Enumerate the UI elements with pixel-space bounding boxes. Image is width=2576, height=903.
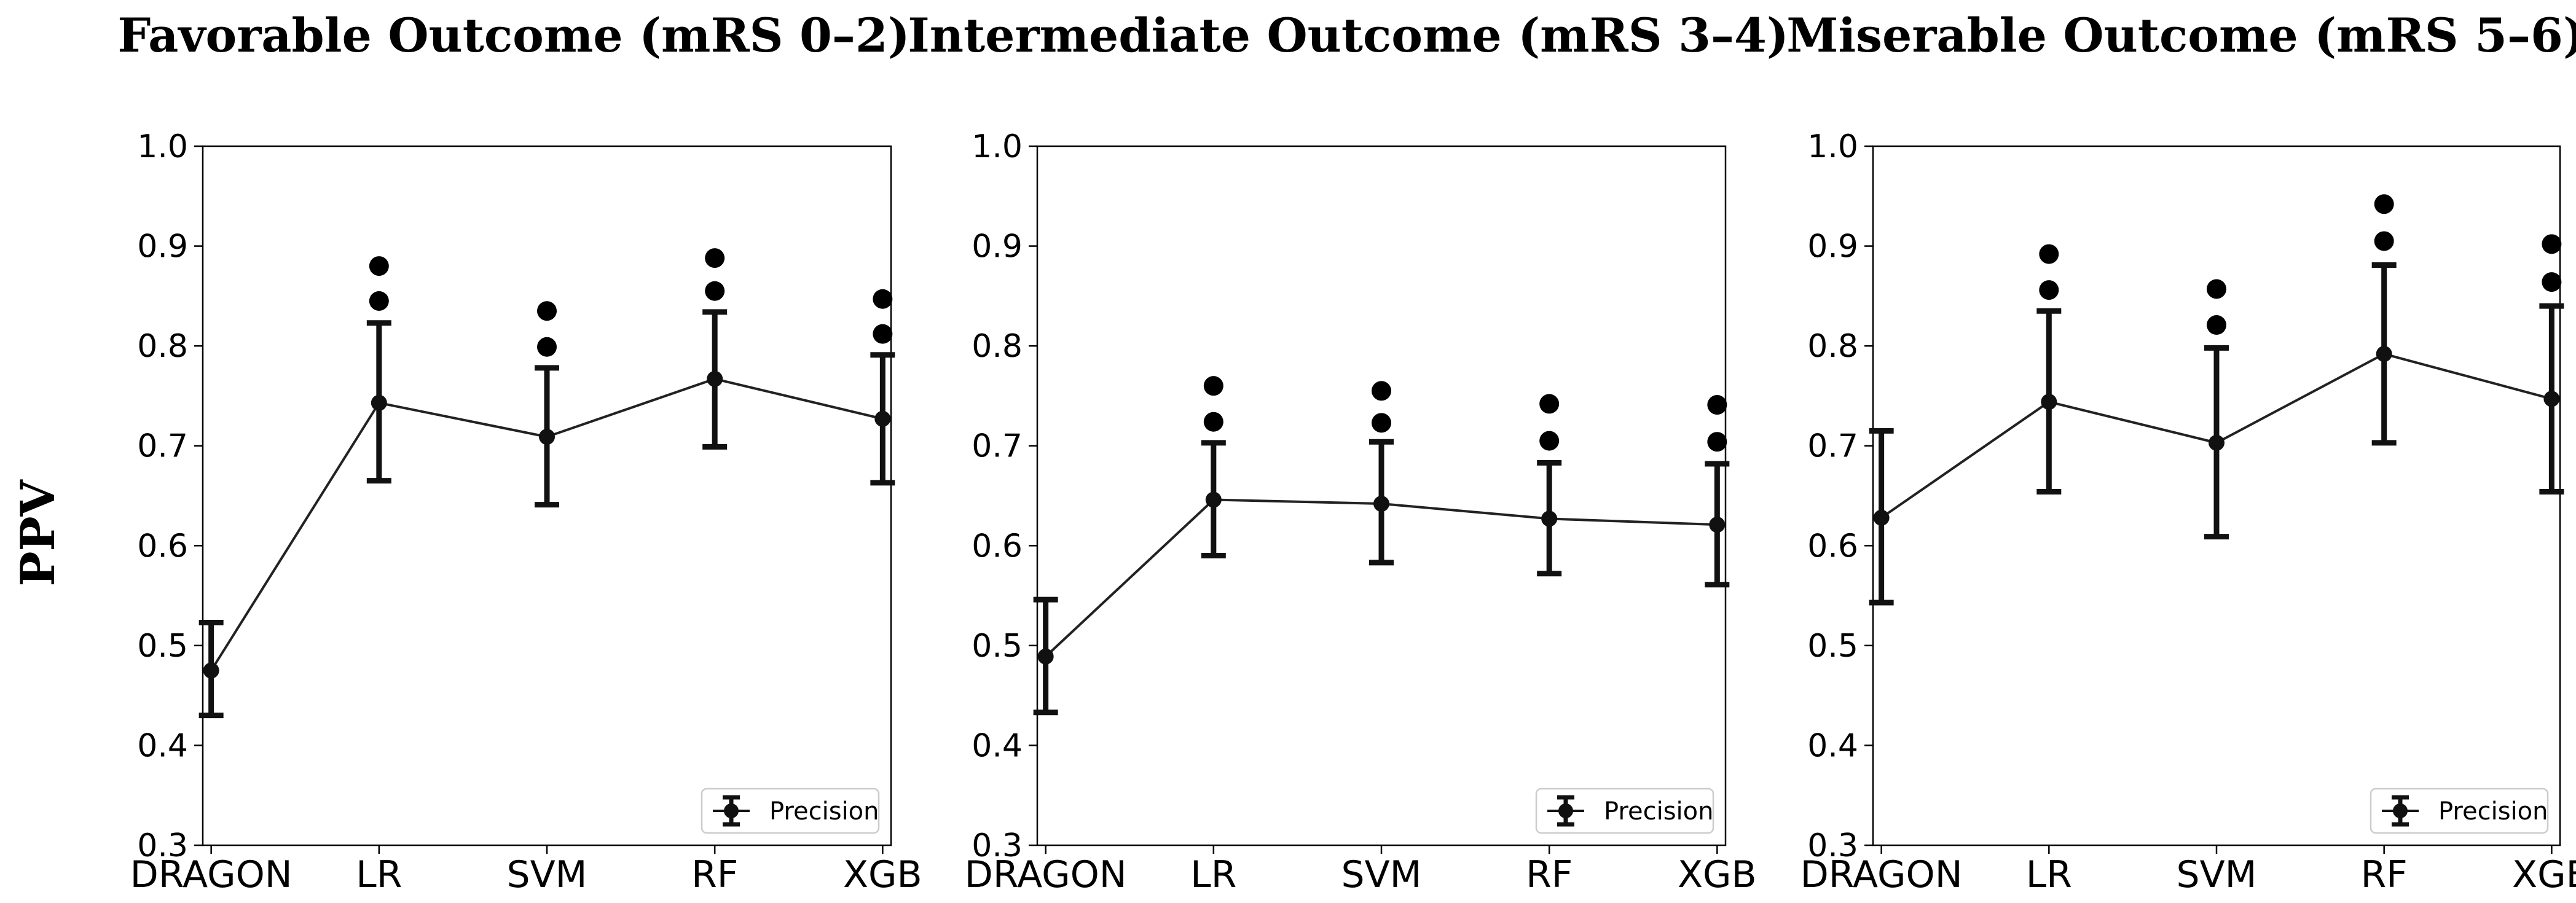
y-tick-label: 1.0 [1807, 128, 1858, 165]
x-tick-label: DRAGON [130, 853, 293, 896]
data-point [2543, 391, 2560, 407]
y-tick-label: 0.3 [1807, 827, 1858, 864]
outlier-point [873, 324, 893, 344]
chart-title: Intermediate Outcome (mRS 3–4) [908, 8, 1789, 63]
data-point [1873, 509, 1890, 526]
data-point [203, 662, 219, 679]
chart-panel-1: Favorable Outcome (mRS 0–2) 0.3 0.4 0.5 0.6 0… [117, 8, 922, 896]
outlier-point [1707, 395, 1727, 415]
outlier-point [537, 301, 557, 321]
legend-marker [2393, 803, 2408, 818]
outlier-point [1539, 394, 1560, 414]
data-point [2376, 346, 2392, 362]
outlier-point [1707, 432, 1727, 452]
data-point [2209, 434, 2225, 451]
y-tick-label: 0.8 [1807, 328, 1858, 365]
x-tick-label: SVM [2177, 853, 2257, 896]
y-tick-label: 0.5 [1807, 628, 1858, 665]
legend-marker [1558, 803, 1573, 818]
outlier-point [2039, 244, 2059, 264]
legend: Precision [701, 788, 880, 834]
y-tick-label: 0.6 [972, 528, 1023, 565]
y-axis-label: PPV [10, 479, 65, 586]
outlier-point [1539, 431, 1560, 451]
y-tick-label: 0.6 [137, 528, 188, 565]
outlier-point [705, 248, 725, 268]
outlier-point [705, 281, 725, 301]
outlier-point [2374, 194, 2394, 214]
y-tick-label: 0.8 [137, 328, 188, 365]
y-tick-label: 1.0 [137, 128, 188, 165]
data-point [707, 370, 723, 387]
x-tick-label: LR [2026, 853, 2072, 896]
x-tick-label: RF [691, 853, 738, 896]
legend-box [1535, 788, 1714, 834]
legend-label: Precision [1604, 797, 1713, 826]
data-point [1541, 510, 1558, 527]
y-tick-label: 0.4 [137, 727, 188, 764]
outlier-point [2207, 279, 2226, 299]
y-tick-label: 0.5 [137, 628, 188, 665]
outlier-point [2039, 280, 2059, 300]
outlier-point [873, 289, 893, 309]
y-tick-label: 0.7 [137, 428, 188, 465]
x-tick-label: XGB [1678, 853, 1757, 896]
outlier-point [2374, 231, 2394, 251]
chart-title: Miserable Outcome (mRS 5–6) [1786, 8, 2576, 63]
outlier-point [2542, 272, 2562, 292]
x-tick-label: RF [2361, 853, 2408, 896]
outlier-point [2207, 315, 2226, 335]
data-point [2041, 394, 2057, 410]
y-tick-label: 0.6 [1807, 528, 1858, 565]
x-tick-label: SVM [507, 853, 587, 896]
y-tick-label: 0.7 [972, 428, 1023, 465]
legend: Precision [2370, 788, 2549, 834]
data-point [371, 394, 387, 411]
y-tick-label: 0.4 [972, 727, 1023, 764]
legend-label: Precision [2438, 797, 2548, 826]
y-tick-label: 0.9 [1807, 229, 1858, 265]
x-tick-label: LR [356, 853, 402, 896]
outlier-point [1203, 412, 1223, 432]
chart-panel-3: Miserable Outcome (mRS 5–6) 0.3 0.4 0.5 0.6 0… [1786, 8, 2576, 896]
legend-label: Precision [769, 797, 879, 826]
x-tick-label: DRAGON [1800, 853, 1963, 896]
y-tick-label: 0.9 [972, 229, 1023, 265]
y-tick-label: 1.0 [972, 128, 1023, 165]
data-point [874, 410, 891, 427]
legend-box [2370, 788, 2549, 834]
outlier-point [369, 291, 389, 311]
outlier-point [1203, 376, 1223, 396]
x-tick-label: SVM [1341, 853, 1422, 896]
outlier-point [1372, 413, 1391, 433]
outlier-point [2542, 234, 2562, 254]
y-tick-label: 0.7 [1807, 428, 1858, 465]
y-tick-label: 0.9 [137, 229, 188, 265]
y-tick-label: 0.5 [972, 628, 1023, 665]
x-tick-label: LR [1190, 853, 1236, 896]
x-tick-label: XGB [843, 853, 922, 896]
data-point [1037, 648, 1054, 665]
legend-marker [724, 803, 739, 818]
y-tick-label: 0.3 [972, 827, 1023, 864]
chart-panel-2: Intermediate Outcome (mRS 3–4) 0.3 0.4 0.5 0… [908, 8, 1789, 896]
x-tick-label: RF [1526, 853, 1573, 896]
y-tick-label: 0.8 [972, 328, 1023, 365]
legend: Precision [1535, 788, 1714, 834]
chart-title: Favorable Outcome (mRS 0–2) [117, 8, 909, 63]
legend-box [701, 788, 880, 834]
outlier-point [1372, 381, 1391, 401]
x-tick-label: DRAGON [965, 853, 1127, 896]
y-tick-label: 0.3 [137, 827, 188, 864]
data-point [1205, 491, 1222, 508]
x-tick-label: XGB [2512, 853, 2576, 896]
data-point [1373, 496, 1389, 512]
outlier-point [537, 337, 557, 357]
data-point [1709, 517, 1726, 533]
y-tick-label: 0.4 [1807, 727, 1858, 764]
outlier-point [369, 256, 389, 276]
data-point [539, 429, 555, 445]
